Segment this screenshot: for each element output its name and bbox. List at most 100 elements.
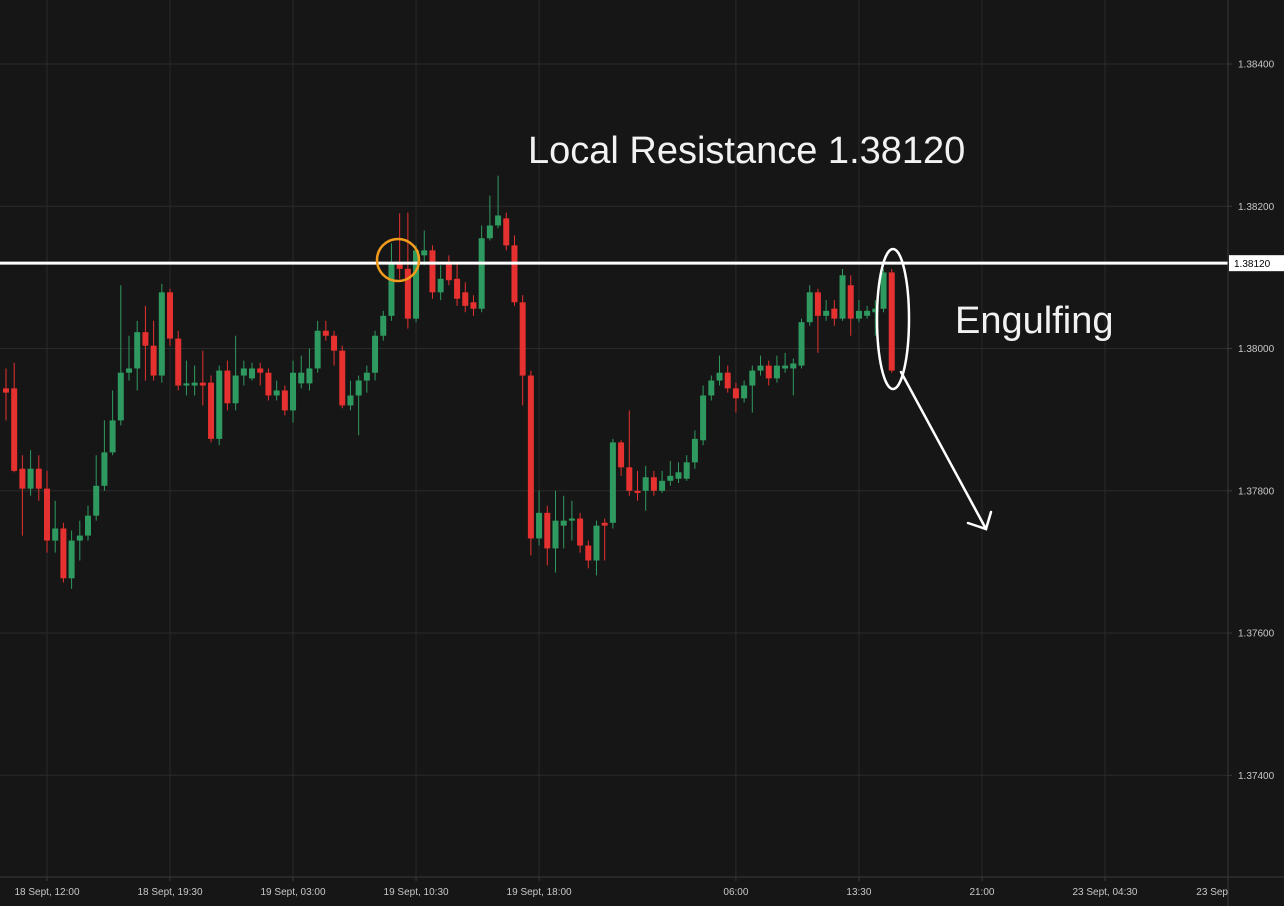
candle-body <box>585 545 592 561</box>
candle-body <box>823 310 830 316</box>
candle-body <box>43 488 50 541</box>
candle-body <box>355 380 362 396</box>
candle-body <box>790 363 797 369</box>
highlight-circle <box>375 237 421 283</box>
candle-body <box>749 370 756 386</box>
y-tick-label: 1.37600 <box>1238 629 1275 640</box>
candle-body <box>536 512 543 539</box>
candle-body <box>642 477 649 491</box>
y-tick-label: 1.37800 <box>1238 486 1275 497</box>
annotation-engulfing: Engulfing <box>955 300 1113 342</box>
x-tick-label: 19 Sept, 18:00 <box>507 887 572 898</box>
candle-body <box>724 372 731 389</box>
x-tick-label: 13:30 <box>846 887 871 898</box>
candle-body <box>757 365 764 371</box>
candle-body <box>601 522 608 526</box>
candle-body <box>503 218 510 246</box>
candle-body <box>158 292 165 376</box>
candle-body <box>52 528 59 541</box>
candle-body <box>831 308 838 319</box>
candle-body <box>454 278 461 299</box>
candle-body <box>404 268 411 319</box>
candle-body <box>331 335 338 351</box>
candle-body <box>659 480 666 491</box>
candle-body <box>126 368 133 373</box>
x-tick-label: 18 Sept, 12:00 <box>14 887 79 898</box>
arrow-head <box>966 510 993 531</box>
candle-body <box>372 335 379 373</box>
candle-body <box>208 382 215 439</box>
x-tick-label: 23 Sept, 04:30 <box>1072 887 1137 898</box>
candle-body <box>224 370 231 404</box>
candle-body <box>577 518 584 546</box>
candle-body <box>618 442 625 468</box>
candle-body <box>339 350 346 406</box>
y-tick-label: 1.37400 <box>1238 771 1275 782</box>
candle-body <box>76 535 83 541</box>
candle-body <box>421 250 428 256</box>
candle-body <box>322 330 329 336</box>
candle-body <box>142 332 149 346</box>
candle-body <box>470 302 477 309</box>
candle-body <box>634 490 641 493</box>
candles <box>2 175 895 589</box>
candle-body <box>175 338 182 386</box>
candle-body <box>413 250 420 319</box>
price-line-box <box>1229 255 1284 272</box>
candle-body <box>60 528 67 579</box>
x-tick-label: 21:00 <box>969 887 994 898</box>
candle-body <box>240 368 247 376</box>
x-tick-label: 19 Sept, 03:00 <box>261 887 326 898</box>
candle-body <box>306 368 313 384</box>
candle-body <box>281 390 288 411</box>
candle-body <box>35 468 42 489</box>
candle-body <box>167 292 174 339</box>
candle-body <box>273 390 280 396</box>
x-tick-label: 06:00 <box>723 887 748 898</box>
candle-body <box>568 518 575 521</box>
candle-body <box>19 468 26 489</box>
candle-body <box>134 332 141 369</box>
highlight-ellipse <box>875 247 911 391</box>
candle-body <box>888 272 895 371</box>
candle-body <box>519 302 526 376</box>
candle-body <box>363 372 370 381</box>
candle-body <box>232 375 239 404</box>
candle-body <box>462 292 469 306</box>
candle-body <box>708 380 715 396</box>
candle-body <box>527 375 534 539</box>
candle-body <box>691 438 698 463</box>
candle-body <box>191 382 198 386</box>
candle-body <box>265 372 272 396</box>
y-tick-label: 1.38200 <box>1238 202 1275 213</box>
candle-body <box>544 512 551 549</box>
candle-body <box>150 345 157 376</box>
candle-body <box>593 525 600 561</box>
candle-body <box>478 238 485 309</box>
candle-body <box>552 520 559 549</box>
candle-body <box>495 215 502 226</box>
candle-body <box>314 330 321 369</box>
candle-body <box>27 468 34 489</box>
candle-body <box>716 372 723 381</box>
candle-body <box>741 385 748 399</box>
annotation-title: Local Resistance 1.38120 <box>528 130 965 172</box>
candle-body <box>216 370 223 439</box>
candle-body <box>380 315 387 336</box>
candle-body <box>847 285 854 319</box>
candle-body <box>445 262 452 281</box>
candle-body <box>101 452 108 486</box>
candle-body <box>700 395 707 441</box>
candle-body <box>511 245 518 303</box>
candle-body <box>675 472 682 479</box>
candle-body <box>864 310 871 316</box>
arrow <box>899 370 993 531</box>
price-line-label: 1.38120 <box>1234 259 1271 270</box>
candle-body <box>249 368 256 379</box>
candle-body <box>486 225 493 239</box>
candle-body <box>429 250 436 293</box>
candle-body <box>650 477 657 491</box>
candle-body <box>560 520 567 526</box>
